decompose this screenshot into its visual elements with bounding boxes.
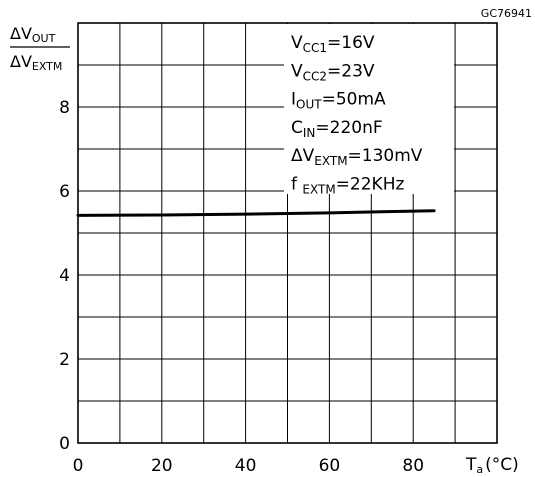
series-group [76,209,436,217]
x-tick-label: 0 [73,456,84,476]
condition-line: f EXTM=22KHz [291,175,404,197]
y-label-denominator: ΔVEXTM [10,52,62,73]
y-axis-label: ΔVOUT ΔVEXTM [10,24,70,73]
y-tick-label: 8 [59,98,70,118]
plot-frame [77,22,498,444]
y-label-numerator: ΔVOUT [10,24,56,45]
x-axis-label: Ta (°C) [465,455,519,476]
x-tick-label: 60 [319,456,341,476]
condition-line: CIN=220nF [291,118,383,140]
series-line [76,209,436,217]
condition-line: VCC2=23V [291,61,375,83]
condition-line: ΔVEXTM=130mV [291,146,423,168]
figure-code: GC76941 [481,7,532,20]
y-tick-label: 4 [59,266,70,286]
y-tick-label: 6 [59,182,70,202]
condition-line: VCC1=16V [291,33,375,55]
x-tick-label: 80 [402,456,424,476]
y-tick-label: 2 [59,350,70,370]
tick-labels: 0 20 40 60 80 0 2 4 6 8 [59,98,424,476]
condition-line: IOUT=50mA [291,90,386,112]
conditions-background [284,24,454,194]
y-tick-label: 0 [59,434,70,454]
x-tick-label: 40 [235,456,257,476]
conditions-legend: VCC1=16V VCC2=23V IOUT=50mA CIN=220nF ΔVEXTM… [284,24,454,197]
x-tick-label: 20 [151,456,173,476]
